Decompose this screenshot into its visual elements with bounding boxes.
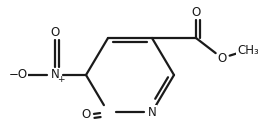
Text: N: N xyxy=(51,68,59,82)
Text: O: O xyxy=(191,6,201,18)
Text: O: O xyxy=(217,51,227,64)
Text: CH₃: CH₃ xyxy=(237,43,258,56)
Text: O: O xyxy=(50,26,60,39)
Text: N: N xyxy=(148,105,156,119)
Text: +: + xyxy=(57,75,65,84)
Text: −O: −O xyxy=(9,68,28,82)
Text: O: O xyxy=(81,108,91,121)
